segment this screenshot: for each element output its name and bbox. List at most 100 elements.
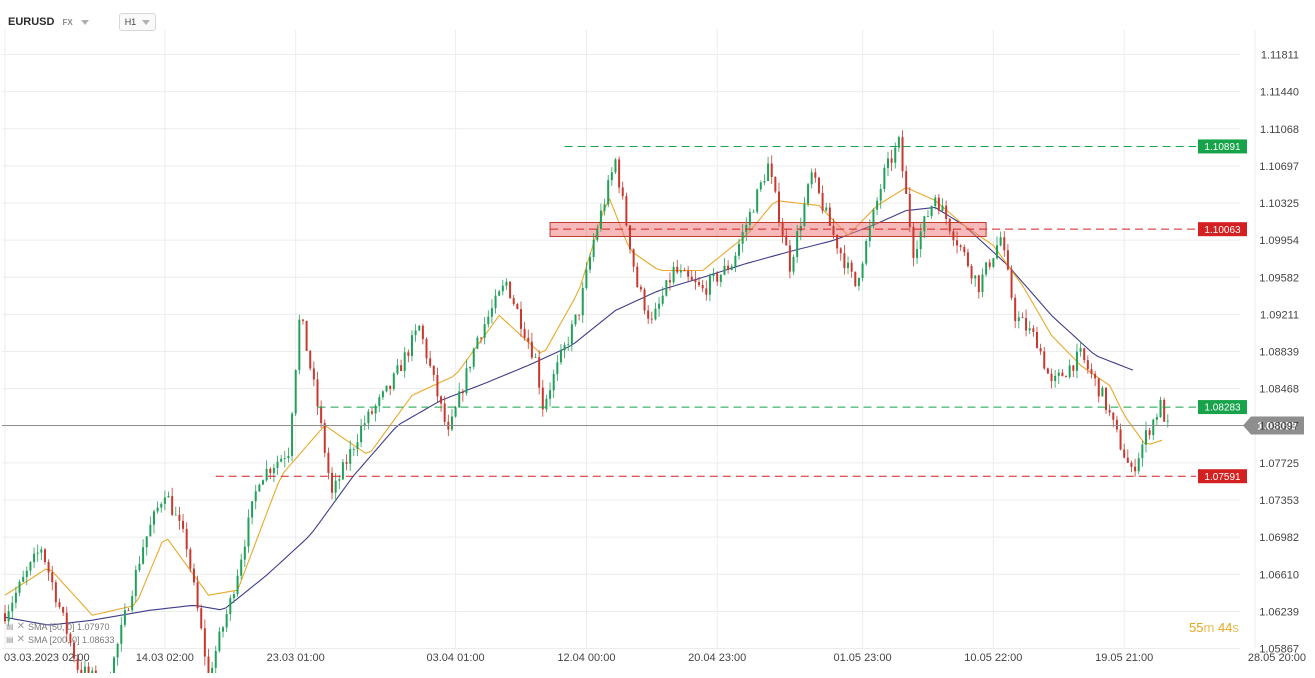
candle-bearish: [643, 289, 646, 311]
candle-bearish: [440, 396, 443, 404]
candle-bearish: [632, 249, 635, 267]
candle-bullish: [392, 373, 395, 390]
candle-bearish: [683, 270, 686, 272]
x-tick-label: 03.03.2023 02:00: [4, 652, 90, 664]
candle-bullish: [610, 172, 613, 181]
candle-bullish: [272, 467, 275, 474]
candle-bearish: [705, 288, 708, 295]
candle-bullish: [341, 462, 344, 480]
candle-bullish: [614, 159, 617, 173]
symbol-dropdown-icon[interactable]: [80, 19, 89, 25]
candle-bullish: [476, 337, 479, 349]
candle-bullish: [403, 352, 406, 372]
candle-bearish: [785, 235, 788, 246]
candle-bullish: [280, 458, 283, 462]
candle-bearish: [345, 462, 348, 464]
candle-bearish: [461, 391, 464, 394]
candle-bullish: [916, 249, 919, 258]
candle-bullish: [258, 484, 261, 492]
candle-bullish: [418, 325, 421, 331]
close-icon[interactable]: ✕: [16, 634, 25, 645]
settings-icon[interactable]: ▤: [6, 635, 14, 644]
candle-bearish: [639, 286, 642, 290]
timeframe-selector[interactable]: H1: [118, 13, 157, 31]
candle-bearish: [62, 607, 65, 613]
candle-bearish: [47, 561, 50, 573]
candle-bullish: [999, 237, 1002, 246]
y-tick-label: 1.10697: [1259, 161, 1299, 173]
candle-bearish: [814, 172, 817, 178]
candle-bearish: [1130, 462, 1133, 467]
candle-bearish: [770, 163, 773, 177]
candle-bullish: [243, 546, 246, 560]
candle-bearish: [425, 339, 428, 359]
level-badge: [1198, 139, 1247, 154]
candle-bullish: [149, 524, 152, 537]
indicator-legend: ▤ ✕ SMA [50, 0] 1.07970 ▤ ✕ SMA [200, 0]…: [6, 620, 115, 646]
legend-item-sma200[interactable]: ▤ ✕ SMA [200, 0] 1.08633: [6, 633, 115, 646]
candle-bearish: [407, 352, 410, 356]
candle-bullish: [592, 239, 595, 257]
candle-bearish: [203, 628, 206, 657]
sma-50-line: [4, 186, 1163, 616]
settings-icon[interactable]: ▤: [6, 622, 14, 631]
candle-bullish: [552, 374, 555, 391]
candle-bullish: [792, 257, 795, 272]
candle-bullish: [807, 184, 810, 204]
candle-bearish: [400, 365, 403, 372]
candle-bullish: [570, 324, 573, 345]
candle-bearish: [65, 612, 68, 634]
candle-bullish: [113, 657, 116, 678]
candle-bullish: [603, 204, 606, 211]
candle-bearish: [509, 281, 512, 299]
candle-bearish: [512, 298, 515, 305]
candle-bearish: [80, 669, 83, 675]
candle-bearish: [1090, 369, 1093, 374]
candle-bearish: [970, 266, 973, 279]
candle-bullish: [803, 203, 806, 226]
candle-bullish: [861, 263, 864, 279]
close-icon[interactable]: ✕: [16, 621, 25, 632]
y-tick-label: 1.07353: [1259, 495, 1299, 507]
legend-item-sma50[interactable]: ▤ ✕ SMA [50, 0] 1.07970: [6, 620, 115, 633]
candle-bearish: [207, 656, 210, 674]
candle-bearish: [73, 642, 76, 659]
candle-bearish: [432, 365, 435, 375]
candle-bullish: [287, 455, 290, 459]
x-tick-label: 19.05 21:00: [1095, 652, 1153, 664]
candle-bullish: [1075, 351, 1078, 371]
candle-bullish: [1141, 444, 1144, 459]
timer-seconds: 44: [1217, 620, 1233, 635]
candle-bullish: [454, 407, 457, 417]
candle-bearish: [905, 171, 908, 194]
candle-bullish: [211, 667, 214, 674]
candle-bullish: [501, 285, 504, 292]
candle-bullish: [498, 291, 501, 296]
candle-bearish: [185, 528, 188, 550]
candle-bearish: [331, 472, 334, 493]
candle-bullish: [505, 281, 508, 286]
candle-bullish: [29, 562, 32, 571]
candle-bullish: [396, 365, 399, 374]
x-tick-label: 14.03 02:00: [136, 652, 194, 664]
candle-bearish: [443, 403, 446, 422]
candle-bearish: [1083, 348, 1086, 361]
candle-bullish: [574, 314, 577, 325]
candle-bearish: [952, 231, 955, 241]
symbol-label[interactable]: EURUSD: [8, 16, 55, 28]
candle-bearish: [189, 549, 192, 569]
candle-bearish: [694, 279, 697, 283]
candle-bullish: [1079, 348, 1082, 352]
candle-bearish: [530, 341, 533, 358]
candle-bearish: [312, 368, 315, 380]
candle-bullish: [745, 224, 748, 233]
candle-bearish: [959, 245, 962, 248]
candle-bearish: [309, 350, 312, 369]
level-badge: [1198, 469, 1247, 484]
y-tick-label: 1.08839: [1259, 347, 1299, 359]
y-tick-label: 1.09954: [1259, 235, 1299, 247]
candle-bearish: [1108, 409, 1111, 413]
candle-bearish: [323, 423, 326, 453]
